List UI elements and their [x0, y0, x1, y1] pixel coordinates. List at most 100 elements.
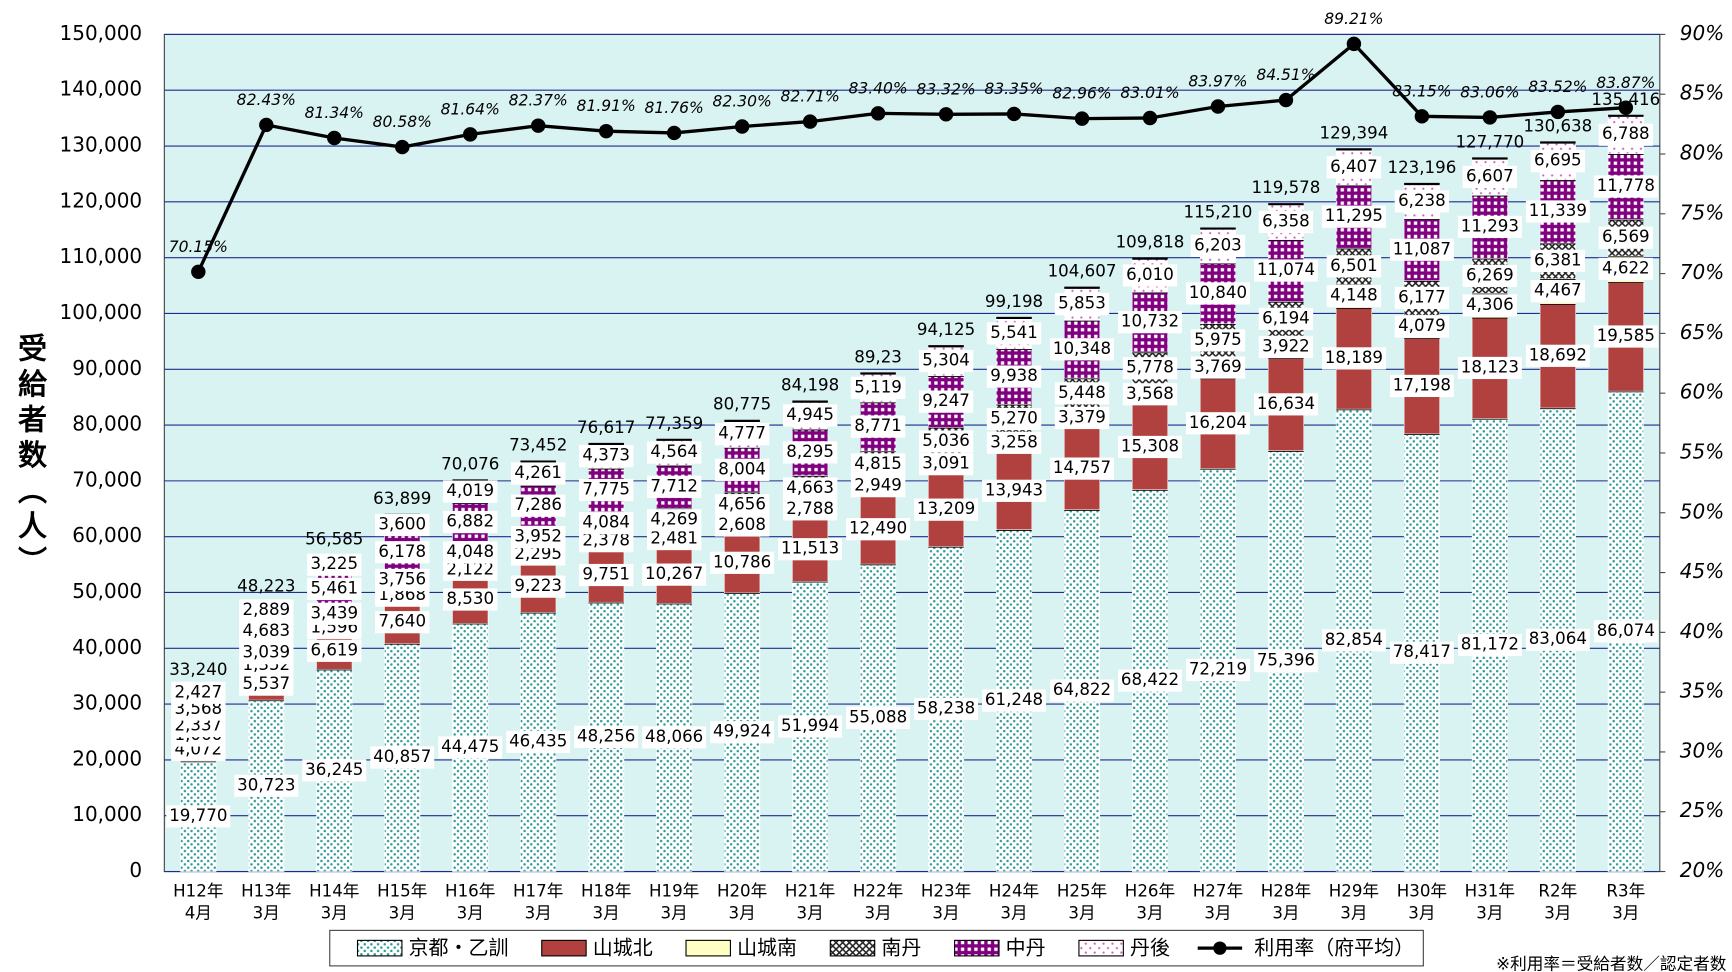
- segment-label: 9,223: [514, 576, 562, 595]
- segment-label: 19,770: [169, 806, 227, 825]
- segment-label-group: 10,840: [1185, 282, 1250, 305]
- label-box: [986, 365, 1042, 388]
- segment-label-group: 3,439: [307, 602, 362, 625]
- segment-label-group: 6,269: [1462, 264, 1518, 287]
- total-label-group: 123,196: [1387, 158, 1456, 177]
- label-box: [1389, 374, 1454, 398]
- total-label-group: 109,818: [1116, 233, 1185, 252]
- label-box: [239, 599, 294, 622]
- legend-label: 中丹: [1006, 936, 1046, 960]
- rate-point: [395, 139, 410, 155]
- segment-label-group: 6,177: [1394, 286, 1450, 310]
- label-box: [1457, 356, 1522, 380]
- segment-label: 6,177: [1398, 287, 1446, 306]
- label-box: [1050, 338, 1114, 361]
- segment-label-group: 16,204: [1185, 412, 1250, 435]
- rate-label: 82.37%: [509, 92, 568, 110]
- segment-label: 2,378: [582, 531, 630, 550]
- segment-label-group: 46,435: [506, 730, 571, 754]
- segment-label: 11,293: [1461, 216, 1519, 235]
- segment-label-group: 4,084: [578, 512, 634, 535]
- y2-tick-label: 55%: [1680, 439, 1724, 463]
- segment-label: 8,295: [786, 442, 834, 461]
- segment-label-group: 8,295: [782, 441, 838, 464]
- label-box: [1525, 200, 1590, 223]
- label-box: [1462, 294, 1518, 317]
- segment-label: 48,066: [645, 727, 703, 746]
- legend-item: 南丹: [829, 936, 921, 960]
- label-box: [370, 746, 435, 769]
- label-box: [375, 541, 430, 564]
- label-box: [1593, 175, 1658, 198]
- segment-label: 18,189: [1325, 348, 1383, 367]
- segment-label: 4,019: [446, 481, 494, 500]
- segment-label: 4,777: [718, 424, 766, 443]
- segment-label: 4,079: [1398, 316, 1446, 335]
- label-box: [714, 458, 770, 481]
- rate-label: 83.97%: [1188, 73, 1247, 91]
- x-tick-label: H24年 3月: [989, 881, 1039, 922]
- rate-label: 82.30%: [713, 93, 772, 111]
- label-box: [1118, 669, 1182, 692]
- segment-label-group: 3,952: [511, 525, 566, 549]
- segment-label: 10,732: [1121, 312, 1179, 331]
- y-tick-label: 50,000: [72, 579, 142, 603]
- segment-label-group: 17,198: [1389, 374, 1454, 398]
- label-box: [914, 498, 979, 521]
- y2-tick-label: 35%: [1680, 679, 1724, 703]
- rate-point: [938, 107, 954, 122]
- segment-label: 2,608: [718, 515, 766, 534]
- label-box: [714, 514, 770, 537]
- segment-label-group: 2,481: [646, 527, 702, 551]
- segment-label-group: 11,778: [1593, 175, 1658, 198]
- label-box: [511, 494, 566, 517]
- rate-label: 84.51%: [1256, 66, 1315, 84]
- total-label: 123,196: [1387, 158, 1456, 177]
- segment-label-group: 14,757: [1050, 457, 1114, 480]
- segment-label-group: 11,293: [1457, 215, 1522, 238]
- rate-line: [196, 41, 1626, 273]
- rate-point: [734, 119, 750, 134]
- segment-label-group: 6,619: [307, 639, 362, 662]
- label-box: [1462, 264, 1518, 287]
- segment-label: 5,461: [310, 578, 358, 597]
- total-label-group: 104,607: [1048, 262, 1117, 281]
- label-box: [918, 390, 974, 413]
- total-label-group: 119,578: [1252, 178, 1321, 197]
- x-tick-label: H30年 3月: [1397, 881, 1447, 922]
- total-label-group: 130,638: [1523, 116, 1592, 135]
- segment-label: 36,245: [305, 760, 363, 779]
- rate-label: 83.52%: [1528, 78, 1587, 96]
- segment-label-group: 11,339: [1525, 200, 1590, 223]
- y-tick-label: 0: [129, 858, 142, 882]
- rate-label: 80.58%: [373, 113, 432, 131]
- segment-label-group: 4,373: [578, 445, 634, 468]
- x-tick-label: H31年 3月: [1465, 881, 1515, 922]
- label-box: [850, 415, 906, 438]
- segment-label-group: 2,295: [511, 543, 566, 566]
- segment-label-group: 2,122: [443, 558, 498, 581]
- label-box: [1394, 190, 1450, 213]
- segment-label: 3,600: [378, 514, 426, 533]
- rate-point: [666, 125, 682, 141]
- label-box: [511, 575, 566, 598]
- y-tick-label: 80,000: [72, 412, 142, 436]
- legend-swatch: [685, 939, 731, 957]
- total-label: 56,585: [305, 530, 363, 549]
- segment-label-group: 75,396: [1253, 650, 1318, 673]
- segment-label: 8,004: [718, 459, 766, 478]
- segment-label: 83,064: [1529, 629, 1587, 648]
- segment-label-group: 6,203: [1190, 234, 1246, 257]
- total-label: 70,076: [441, 454, 499, 473]
- segment-label: 5,119: [854, 377, 902, 396]
- x-tick-label: H27年 3月: [1193, 881, 1243, 922]
- label-box: [438, 736, 503, 759]
- label-box: [1593, 620, 1658, 643]
- x-tick-label: H28年 3月: [1261, 881, 1311, 922]
- label-box: [782, 498, 838, 521]
- segment-label-group: 44,475: [438, 736, 503, 759]
- x-tick-label: H26年 3月: [1125, 881, 1175, 922]
- segment-label: 5,975: [1194, 330, 1242, 349]
- segment-label-group: 7,775: [578, 478, 634, 502]
- segment-label-group: 2,788: [782, 498, 838, 521]
